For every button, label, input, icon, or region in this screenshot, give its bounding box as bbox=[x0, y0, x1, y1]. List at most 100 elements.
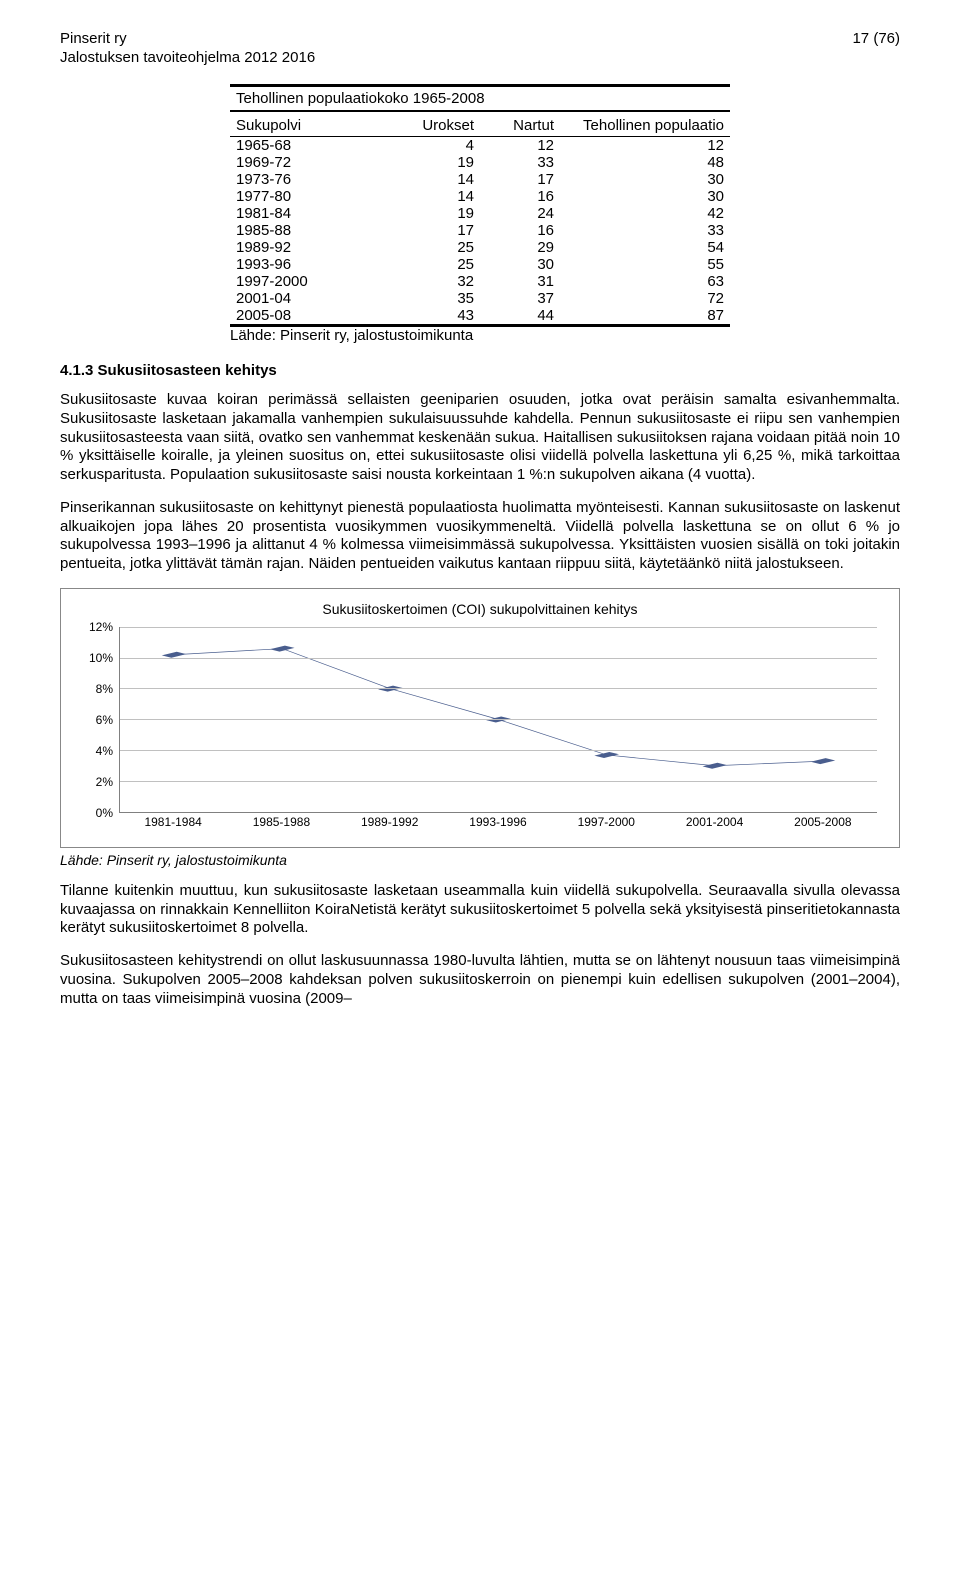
data-marker bbox=[270, 645, 295, 651]
x-tick-label: 1993-1996 bbox=[469, 815, 526, 829]
cell-gen: 1977-80 bbox=[230, 188, 400, 205]
table-row: 2001-04353772 bbox=[230, 290, 730, 307]
cell-nartut: 16 bbox=[480, 188, 560, 205]
grid-line bbox=[120, 688, 877, 689]
cell-nartut: 12 bbox=[480, 137, 560, 155]
cell-urokset: 14 bbox=[400, 188, 480, 205]
cell-nartut: 31 bbox=[480, 273, 560, 290]
x-tick-label: 2005-2008 bbox=[794, 815, 851, 829]
cell-gen: 1997-2000 bbox=[230, 273, 400, 290]
cell-gen: 1989-92 bbox=[230, 239, 400, 256]
cell-tehollinen: 12 bbox=[560, 137, 730, 155]
table-row: 1977-80141630 bbox=[230, 188, 730, 205]
cell-gen: 1965-68 bbox=[230, 137, 400, 155]
table-row: 1981-84192442 bbox=[230, 205, 730, 222]
cell-tehollinen: 30 bbox=[560, 171, 730, 188]
data-marker bbox=[811, 758, 836, 764]
col-tehollinen: Tehollinen populaatio bbox=[560, 115, 730, 137]
table-row: 1969-72193348 bbox=[230, 154, 730, 171]
cell-tehollinen: 54 bbox=[560, 239, 730, 256]
population-table-wrap: Tehollinen populaatiokoko 1965-2008 Suku… bbox=[230, 84, 730, 344]
chart-title: Sukusiitoskertoimen (COI) sukupolvittain… bbox=[79, 601, 881, 617]
cell-gen: 2001-04 bbox=[230, 290, 400, 307]
grid-line bbox=[120, 658, 877, 659]
x-tick-label: 1989-1992 bbox=[361, 815, 418, 829]
cell-gen: 1993-96 bbox=[230, 256, 400, 273]
col-nartut: Nartut bbox=[480, 115, 560, 137]
cell-urokset: 17 bbox=[400, 222, 480, 239]
page-header: Pinserit ry 17 (76) bbox=[60, 30, 900, 47]
cell-nartut: 24 bbox=[480, 205, 560, 222]
table-row: 1993-96253055 bbox=[230, 256, 730, 273]
cell-urokset: 32 bbox=[400, 273, 480, 290]
grid-line bbox=[120, 627, 877, 628]
paragraph-4: Sukusiitosasteen kehitystrendi on ollut … bbox=[60, 952, 900, 1008]
table-row: 1989-92252954 bbox=[230, 239, 730, 256]
table-source: Lähde: Pinserit ry, jalostustoimikunta bbox=[230, 327, 730, 344]
cell-nartut: 30 bbox=[480, 256, 560, 273]
y-tick-label: 4% bbox=[96, 744, 113, 758]
cell-nartut: 33 bbox=[480, 154, 560, 171]
paragraph-2: Pinserikannan sukusiitosaste on kehittyn… bbox=[60, 499, 900, 574]
cell-urokset: 14 bbox=[400, 171, 480, 188]
table-header-row: Sukupolvi Urokset Nartut Tehollinen popu… bbox=[230, 115, 730, 137]
chart-area: 0%2%4%6%8%10%12% 1981-19841985-19881989-… bbox=[79, 627, 881, 837]
table-title: Tehollinen populaatiokoko 1965-2008 bbox=[230, 86, 730, 112]
cell-nartut: 29 bbox=[480, 239, 560, 256]
cell-tehollinen: 42 bbox=[560, 205, 730, 222]
cell-urokset: 4 bbox=[400, 137, 480, 155]
cell-tehollinen: 48 bbox=[560, 154, 730, 171]
y-tick-label: 2% bbox=[96, 775, 113, 789]
x-tick-label: 2001-2004 bbox=[686, 815, 743, 829]
grid-line bbox=[120, 750, 877, 751]
cell-gen: 1973-76 bbox=[230, 171, 400, 188]
table-row: 2005-08434487 bbox=[230, 307, 730, 326]
y-tick-label: 8% bbox=[96, 682, 113, 696]
paragraph-3: Tilanne kuitenkin muuttuu, kun sukusiito… bbox=[60, 882, 900, 938]
data-marker bbox=[702, 762, 727, 768]
cell-tehollinen: 30 bbox=[560, 188, 730, 205]
cell-gen: 1981-84 bbox=[230, 205, 400, 222]
cell-tehollinen: 63 bbox=[560, 273, 730, 290]
chart-plot bbox=[119, 627, 877, 813]
cell-urokset: 25 bbox=[400, 239, 480, 256]
coi-chart: Sukusiitoskertoimen (COI) sukupolvittain… bbox=[60, 588, 900, 848]
table-row: 1973-76141730 bbox=[230, 171, 730, 188]
cell-urokset: 25 bbox=[400, 256, 480, 273]
cell-gen: 2005-08 bbox=[230, 307, 400, 326]
col-gen: Sukupolvi bbox=[230, 115, 400, 137]
col-urokset: Urokset bbox=[400, 115, 480, 137]
cell-nartut: 16 bbox=[480, 222, 560, 239]
y-tick-label: 6% bbox=[96, 713, 113, 727]
paragraph-1: Sukusiitosaste kuvaa koiran perimässä se… bbox=[60, 391, 900, 485]
cell-urokset: 43 bbox=[400, 307, 480, 326]
y-tick-label: 12% bbox=[89, 620, 113, 634]
cell-urokset: 19 bbox=[400, 154, 480, 171]
y-tick-label: 10% bbox=[89, 651, 113, 665]
cell-urokset: 35 bbox=[400, 290, 480, 307]
data-marker bbox=[594, 752, 619, 758]
x-tick-label: 1981-1984 bbox=[144, 815, 201, 829]
table-row: 1985-88171633 bbox=[230, 222, 730, 239]
cell-tehollinen: 55 bbox=[560, 256, 730, 273]
cell-urokset: 19 bbox=[400, 205, 480, 222]
x-tick-label: 1985-1988 bbox=[253, 815, 310, 829]
section-heading: 4.1.3 Sukusiitosasteen kehitys bbox=[60, 362, 900, 379]
chart-source: Lähde: Pinserit ry, jalostustoimikunta bbox=[60, 852, 900, 868]
document-page: Pinserit ry 17 (76) Jalostuksen tavoiteo… bbox=[0, 0, 960, 1062]
doc-title: Jalostuksen tavoiteohjelma 2012 2016 bbox=[60, 49, 900, 66]
cell-nartut: 44 bbox=[480, 307, 560, 326]
table-row: 1965-6841212 bbox=[230, 137, 730, 155]
table-title-row: Tehollinen populaatiokoko 1965-2008 bbox=[230, 86, 730, 112]
cell-tehollinen: 33 bbox=[560, 222, 730, 239]
cell-tehollinen: 72 bbox=[560, 290, 730, 307]
table-row: 1997-2000323163 bbox=[230, 273, 730, 290]
grid-line bbox=[120, 781, 877, 782]
y-tick-label: 0% bbox=[96, 806, 113, 820]
cell-tehollinen: 87 bbox=[560, 307, 730, 326]
grid-line bbox=[120, 719, 877, 720]
coi-line bbox=[174, 648, 823, 765]
cell-nartut: 37 bbox=[480, 290, 560, 307]
x-tick-label: 1997-2000 bbox=[578, 815, 635, 829]
y-axis-labels: 0%2%4%6%8%10%12% bbox=[79, 627, 117, 813]
